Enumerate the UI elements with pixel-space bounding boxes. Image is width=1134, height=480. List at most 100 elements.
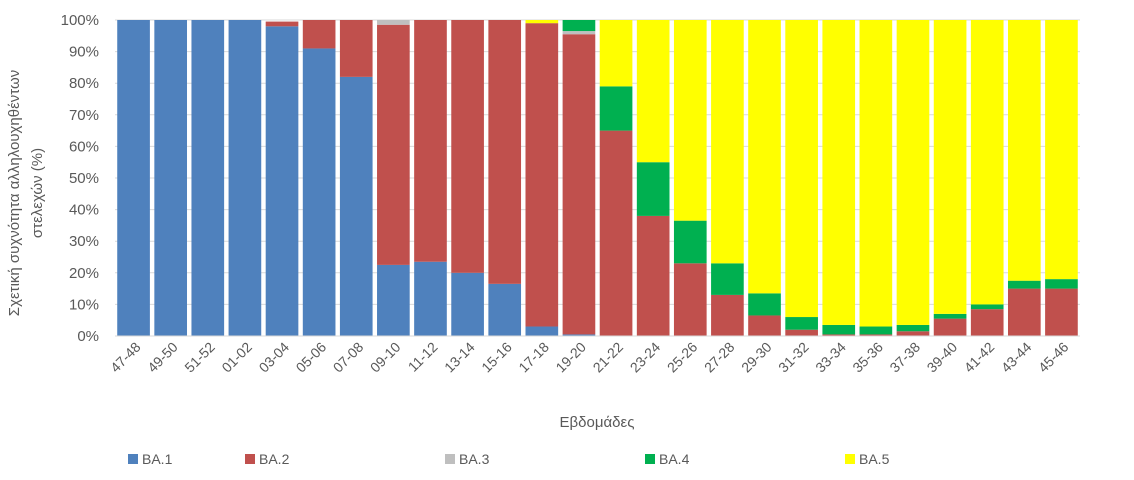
- bar-segment-ba4-29-30: [748, 293, 781, 316]
- bar-segment-ba2-29-30: [748, 315, 781, 336]
- bar-segment-ba2-31-32: [785, 329, 818, 336]
- bar-segment-ba2-41-42: [970, 309, 1004, 336]
- legend-label: BA.1: [142, 451, 173, 467]
- bar-segment-ba4-25-26: [673, 220, 707, 264]
- bar-segment-ba1-07-08: [339, 76, 373, 336]
- bar-segment-ba4-31-32: [785, 317, 818, 330]
- x-tick-label: 33-34: [812, 339, 849, 376]
- bar-segment-ba4-27-28: [711, 263, 744, 295]
- bar-segment-ba1-15-16: [488, 283, 522, 336]
- bar-segment-ba2-27-28: [711, 294, 744, 336]
- legend-label: BA.2: [259, 451, 290, 467]
- bar-segment-ba5-31-32: [785, 20, 818, 318]
- x-tick-label: 37-38: [886, 339, 923, 376]
- bar-segment-ba2-25-26: [673, 263, 707, 336]
- bar-segment-ba4-45-46: [1045, 279, 1078, 289]
- x-tick-label: 13-14: [441, 339, 478, 376]
- y-tick-label: 20%: [69, 265, 99, 282]
- y-tick-label: 50%: [69, 170, 99, 187]
- bar-segment-ba1-11-12: [414, 261, 447, 336]
- bar-segment-ba4-39-40: [933, 313, 967, 319]
- bar-segment-ba4-21-22: [599, 86, 633, 131]
- legend-swatch: [445, 454, 455, 464]
- bar-segment-ba2-43-44: [1007, 288, 1041, 336]
- legend-swatch: [245, 454, 255, 464]
- x-tick-label: 03-04: [256, 339, 293, 376]
- bar-segment-ba1-51-52: [191, 20, 225, 336]
- x-tick-label: 09-10: [367, 339, 404, 376]
- bar-segment-ba5-35-36: [859, 20, 893, 327]
- x-tick-label: 23-24: [627, 339, 664, 376]
- x-tick-label: 25-26: [664, 339, 701, 376]
- bar-segment-ba5-33-34: [822, 20, 856, 325]
- bar-segment-ba1-17-18: [525, 326, 559, 336]
- y-tick-label: 60%: [69, 138, 99, 155]
- bar-segment-ba1-03-04: [265, 26, 299, 336]
- bar-segment-ba1-09-10: [377, 264, 410, 336]
- bar-segment-ba1-13-14: [451, 272, 484, 336]
- bar-segment-ba2-11-12: [414, 20, 447, 262]
- bars: [117, 20, 1078, 336]
- bar-segment-ba4-43-44: [1007, 280, 1041, 289]
- y-axis-title-line-1: Σχετική συχνότητα αλληλουχηθέντων: [6, 70, 23, 316]
- legend-label: BA.5: [859, 451, 890, 467]
- bar-segment-ba5-25-26: [673, 20, 707, 221]
- bar-segment-ba5-43-44: [1007, 20, 1041, 281]
- x-tick-label: 29-30: [738, 339, 775, 376]
- x-tick-label: 43-44: [998, 339, 1035, 376]
- x-axis-title: Εβδομάδες: [560, 414, 635, 431]
- y-tick-label: 70%: [69, 107, 99, 124]
- bar-segment-ba3-09-10: [377, 20, 410, 25]
- bar-segment-ba4-23-24: [636, 162, 670, 216]
- bar-segment-ba2-13-14: [451, 20, 484, 273]
- bar-segment-ba5-37-38: [896, 20, 930, 325]
- bar-segment-ba2-21-22: [599, 130, 633, 336]
- bar-segment-ba2-37-38: [896, 331, 930, 336]
- bar-segment-ba5-17-18: [525, 20, 559, 24]
- bar-segment-ba4-35-36: [859, 326, 893, 335]
- x-tick-label: 27-28: [701, 339, 738, 376]
- bar-segment-ba5-27-28: [711, 20, 744, 264]
- legend-label: BA.3: [459, 451, 490, 467]
- bar-segment-ba3-19-20: [562, 31, 596, 35]
- x-tick-label: 31-32: [775, 339, 812, 376]
- y-axis-title-line-2: στελεχών (%): [29, 148, 46, 238]
- y-tick-label: 90%: [69, 44, 99, 61]
- x-tick-label: 51-52: [181, 339, 218, 376]
- bar-segment-ba5-29-30: [748, 20, 781, 294]
- bar-segment-ba4-41-42: [970, 304, 1004, 310]
- bar-segment-ba2-45-46: [1045, 288, 1078, 336]
- bar-segment-ba4-37-38: [896, 324, 930, 332]
- y-tick-label: 40%: [69, 202, 99, 219]
- bar-segment-ba1-05-06: [302, 48, 336, 336]
- x-tick-label: 17-18: [515, 339, 552, 376]
- y-axis-ticks: 0% 10% 20% 30% 40% 50% 60% 70% 80% 90% 100%: [61, 12, 99, 345]
- bar-segment-ba4-19-20: [562, 20, 596, 32]
- bar-segment-ba4-33-34: [822, 324, 856, 335]
- y-tick-label: 80%: [69, 75, 99, 92]
- legend-swatch: [845, 454, 855, 464]
- x-tick-label: 11-12: [405, 339, 441, 375]
- x-tick-label: 47-48: [107, 339, 144, 376]
- bar-segment-ba2-07-08: [339, 20, 373, 77]
- bar-segment-ba2-15-16: [488, 20, 522, 284]
- bar-segment-ba2-33-34: [822, 334, 856, 336]
- x-tick-label: 05-06: [293, 339, 330, 376]
- legend-swatch: [645, 454, 655, 464]
- legend-swatch: [128, 454, 138, 464]
- y-tick-label: 10%: [69, 296, 99, 313]
- bar-segment-ba5-23-24: [636, 20, 670, 163]
- bar-segment-ba5-39-40: [933, 20, 967, 314]
- bar-segment-ba1-49-50: [154, 20, 188, 336]
- bar-segment-ba2-19-20: [562, 34, 596, 335]
- x-tick-label: 01-02: [218, 339, 255, 376]
- bar-segment-ba1-19-20: [562, 334, 596, 336]
- x-tick-label: 35-36: [849, 339, 886, 376]
- legend-label: BA.4: [659, 451, 690, 467]
- x-tick-label: 39-40: [924, 339, 961, 376]
- bar-segment-ba2-09-10: [377, 24, 410, 265]
- bar-segment-ba2-03-04: [265, 21, 299, 27]
- bar-segment-ba2-39-40: [933, 318, 967, 336]
